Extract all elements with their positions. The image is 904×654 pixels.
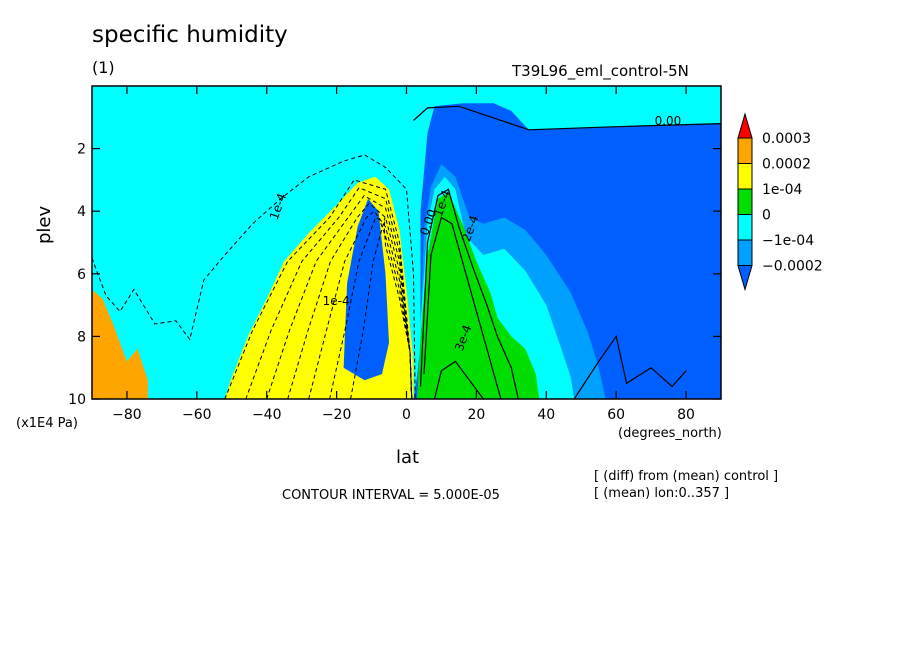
x-axis-label: lat [396, 447, 420, 468]
diff-note: [ (diff) from (mean) control ] [594, 469, 779, 484]
contour-line-positive [433, 360, 484, 400]
x-tick-label: 20 [467, 407, 485, 423]
colorbar-label: −1e-04 [762, 233, 814, 249]
contour-line-positive [573, 334, 687, 400]
chart-subtitle: (1) [92, 58, 115, 77]
contour-line-negative [308, 210, 413, 400]
colorbar-min-arrow [737, 265, 753, 292]
x-tick-label: −60 [182, 407, 212, 423]
contour-line-negative [329, 216, 413, 400]
x-axis-units: (degrees_north) [618, 426, 722, 441]
y-tick-label: 6 [77, 267, 86, 283]
colorbar-box [737, 188, 753, 215]
x-tick-label: −40 [252, 407, 282, 423]
colorbar-label: 1e-04 [762, 182, 802, 198]
colorbar-box [737, 137, 753, 164]
y-axis-units: (x1E4 Pa) [16, 416, 78, 431]
contour-line-positive [423, 216, 502, 400]
x-tick-label: 80 [677, 407, 695, 423]
colorbar-box [737, 214, 753, 241]
colorbar-label: 0 [762, 208, 771, 224]
colorbar-box [737, 239, 753, 266]
y-tick-label: 8 [77, 329, 86, 345]
colorbar-box [737, 163, 753, 190]
colorbar-label: −0.0002 [762, 259, 823, 275]
contour-line-positive [413, 105, 722, 131]
x-tick-label: −80 [112, 407, 142, 423]
contour-label: 0.00 [655, 114, 682, 128]
mean-note: [ (mean) lon:0..357 ] [594, 486, 730, 501]
x-tick-label: 60 [607, 407, 625, 423]
contour-interval: CONTOUR INTERVAL = 5.000E-05 [282, 488, 500, 503]
y-tick-label: 2 [77, 142, 86, 158]
chart-title: specific humidity [92, 22, 288, 48]
x-tick-label: 0 [402, 407, 411, 423]
contour-label: 1e-4 [323, 294, 350, 308]
contour-line-negative [287, 202, 413, 400]
contour-line-negative [350, 217, 413, 400]
y-axis-label: plev [34, 205, 55, 244]
colorbar-label: 0.0002 [762, 157, 811, 173]
run-label: T39L96_eml_control-5N [512, 62, 689, 80]
colorbar-max-arrow [737, 112, 753, 139]
contour-line-positive [419, 188, 519, 400]
y-tick-label: 4 [77, 204, 86, 220]
x-tick-label: −20 [322, 407, 352, 423]
region-neg-0002 [92, 289, 148, 399]
contour-line-negative [224, 179, 413, 400]
colorbar-label: 0.0003 [762, 131, 811, 147]
contour-line-negative [91, 154, 416, 400]
x-tick-label: 40 [537, 407, 555, 423]
region-pos-red [417, 192, 540, 399]
y-tick-label: 10 [68, 392, 86, 408]
contour-line-negative [266, 194, 413, 400]
